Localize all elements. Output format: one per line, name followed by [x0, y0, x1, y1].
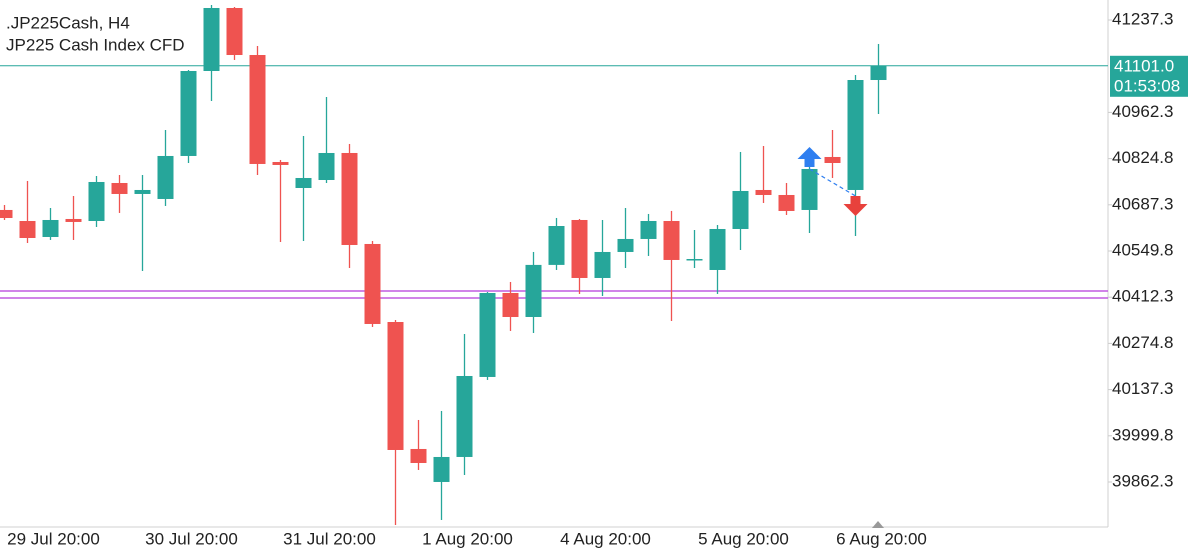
candle-body — [686, 258, 703, 261]
candle-body — [364, 243, 381, 324]
candle-body — [180, 70, 197, 156]
time-marker — [872, 521, 884, 528]
countdown: 01:53:08 — [1114, 76, 1180, 95]
candle-body — [732, 190, 749, 229]
candle-body — [617, 238, 634, 252]
candle-body — [249, 55, 266, 164]
candle-body — [755, 189, 772, 195]
y-tick-label: 40824.8 — [1112, 148, 1173, 167]
trade-link — [809, 168, 856, 197]
candle-body — [341, 152, 358, 245]
price-badge — [1110, 55, 1188, 97]
y-tick-label: 40412.3 — [1112, 287, 1173, 306]
y-tick-label: 39999.8 — [1112, 425, 1173, 444]
candle-body — [203, 7, 220, 71]
y-tick-label: 41237.3 — [1112, 9, 1173, 28]
chart-title: .JP225Cash, H4 — [6, 13, 130, 32]
candle-body — [525, 264, 542, 317]
y-tick-label: 40274.8 — [1112, 333, 1173, 352]
candle-body — [824, 156, 841, 163]
x-tick-label: 1 Aug 20:00 — [422, 529, 513, 548]
trade-arrow — [843, 195, 868, 216]
candle-body — [19, 220, 36, 238]
x-tick-label: 6 Aug 20:00 — [836, 529, 927, 548]
candle-body — [663, 220, 680, 260]
candle-body — [709, 228, 726, 270]
plot-area — [0, 5, 1108, 525]
candle-body — [571, 219, 588, 278]
candle-body — [111, 182, 128, 194]
candle-body — [134, 189, 151, 194]
x-tick-label: 30 Jul 20:00 — [145, 529, 238, 548]
candle-body — [65, 218, 82, 222]
candle-body — [88, 181, 105, 221]
candle-body — [42, 219, 59, 237]
price-label: 41101.0 — [1114, 56, 1174, 75]
candle-body — [479, 293, 496, 377]
y-tick-label: 40137.3 — [1112, 379, 1173, 398]
candle-body — [0, 209, 13, 219]
candle-body — [594, 251, 611, 278]
candle-body — [870, 65, 887, 81]
trade-arrow — [797, 146, 822, 167]
y-tick-label: 39862.3 — [1112, 471, 1173, 490]
candle-body — [272, 161, 289, 165]
candle-body — [847, 80, 864, 190]
candle-body — [157, 155, 174, 199]
y-tick-label: 40549.8 — [1112, 240, 1173, 259]
candle-body — [801, 168, 818, 210]
candle-body — [295, 177, 312, 188]
candle-body — [226, 7, 243, 56]
chart-subtitle: JP225 Cash Index CFD — [6, 35, 185, 54]
x-tick-label: 4 Aug 20:00 — [560, 529, 651, 548]
candle-body — [548, 226, 565, 265]
x-tick-label: 5 Aug 20:00 — [698, 529, 789, 548]
candle-body — [433, 456, 450, 482]
x-tick-label: 29 Jul 20:00 — [7, 529, 100, 548]
candle-body — [318, 152, 335, 181]
candle-body — [778, 194, 795, 211]
candle-body — [456, 375, 473, 457]
candle-body — [387, 321, 404, 450]
y-tick-label: 40962.3 — [1112, 102, 1173, 121]
y-tick-label: 40687.3 — [1112, 194, 1173, 213]
candle-body — [640, 220, 657, 239]
x-tick-label: 31 Jul 20:00 — [283, 529, 376, 548]
candle-body — [410, 448, 427, 463]
candle-body — [502, 293, 519, 317]
